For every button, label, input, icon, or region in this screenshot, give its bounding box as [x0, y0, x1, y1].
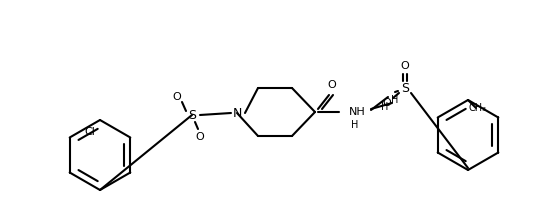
- Text: H: H: [351, 120, 359, 130]
- Text: S: S: [188, 109, 196, 121]
- Text: H: H: [381, 102, 388, 112]
- Text: CH₃: CH₃: [469, 103, 487, 113]
- Text: O: O: [328, 80, 336, 90]
- Text: NH: NH: [349, 107, 365, 117]
- Text: H: H: [391, 95, 399, 105]
- Text: N: N: [232, 107, 242, 119]
- Text: O: O: [401, 61, 409, 71]
- Text: O: O: [196, 132, 204, 142]
- Text: O: O: [383, 98, 391, 108]
- Text: Cl: Cl: [84, 127, 95, 137]
- Text: S: S: [401, 82, 409, 94]
- Text: O: O: [173, 92, 181, 102]
